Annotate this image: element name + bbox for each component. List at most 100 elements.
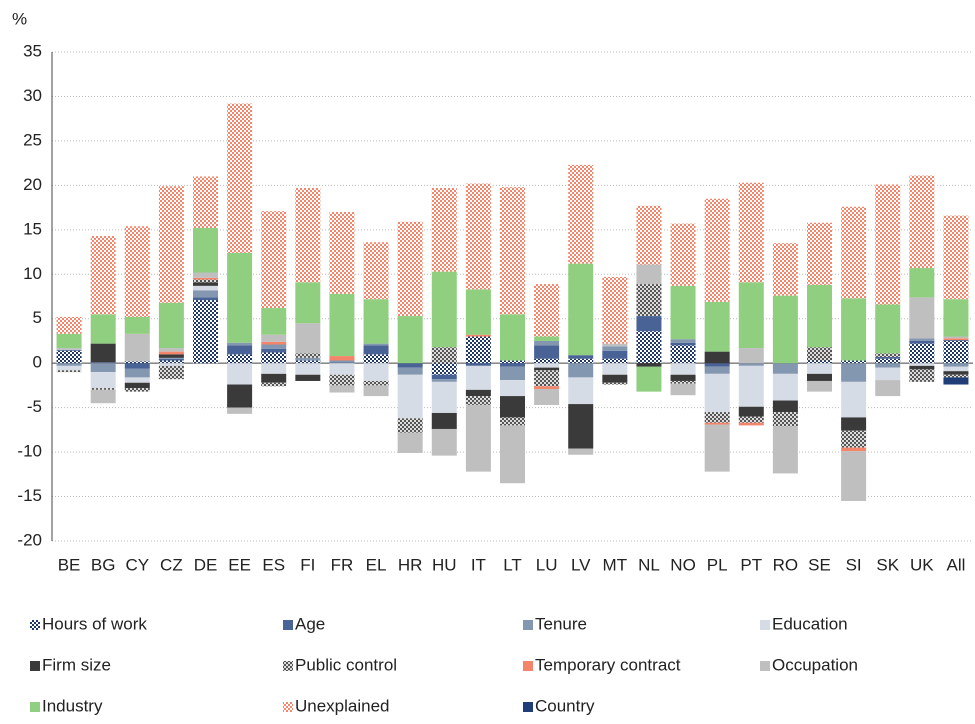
bar-segment bbox=[363, 380, 389, 386]
bar-segment bbox=[295, 353, 321, 358]
bar-segment bbox=[670, 342, 696, 346]
bar-segment bbox=[841, 430, 867, 448]
bar-segment bbox=[56, 349, 82, 351]
bar-segment bbox=[261, 382, 287, 387]
bar-segment bbox=[329, 293, 355, 357]
bar-segment bbox=[295, 357, 321, 361]
legend-label: Public control bbox=[295, 655, 397, 674]
bar-segment bbox=[704, 198, 730, 302]
bar-segment bbox=[943, 336, 969, 339]
x-tick-label: LT bbox=[503, 555, 522, 574]
y-tick-label: 0 bbox=[33, 353, 42, 372]
bar-segment bbox=[568, 358, 594, 364]
bar-segment bbox=[875, 363, 901, 368]
bar-segment bbox=[568, 363, 594, 378]
bar-segment bbox=[807, 363, 832, 374]
bar-segment bbox=[124, 316, 150, 334]
bar-segment bbox=[124, 368, 150, 378]
bar-segment bbox=[431, 381, 457, 413]
bar-segment bbox=[841, 417, 867, 431]
x-tick-label: BE bbox=[58, 555, 81, 574]
bar-segment bbox=[602, 363, 628, 375]
bar-segment bbox=[943, 366, 969, 372]
bar-segment bbox=[807, 360, 832, 364]
x-tick-label: SE bbox=[808, 555, 831, 574]
bar-segment bbox=[90, 363, 116, 373]
bar-segment bbox=[363, 345, 389, 355]
bar-segment bbox=[704, 373, 730, 413]
bar-segment bbox=[397, 367, 423, 375]
bar-segment bbox=[261, 373, 287, 383]
x-tick-label: CY bbox=[125, 555, 149, 574]
bar-segment bbox=[841, 363, 867, 382]
bar-segment bbox=[875, 380, 901, 397]
bar-segment bbox=[193, 176, 218, 229]
x-tick-label: CZ bbox=[160, 555, 183, 574]
bar-segment bbox=[295, 363, 321, 375]
bar-segment bbox=[841, 206, 867, 299]
bar-segment bbox=[602, 276, 628, 344]
y-tick-label: 35 bbox=[23, 41, 42, 60]
bar-segment bbox=[193, 297, 218, 301]
bar-segment bbox=[670, 223, 696, 286]
x-tick-label: PT bbox=[740, 555, 762, 574]
legend-swatch bbox=[283, 702, 293, 712]
x-tick-label: NL bbox=[638, 555, 660, 574]
x-tick-label: NO bbox=[670, 555, 696, 574]
bar-segment bbox=[465, 289, 491, 335]
bar-segment bbox=[738, 406, 764, 417]
x-tick-label: MT bbox=[603, 555, 628, 574]
bar-segment bbox=[841, 447, 867, 452]
bar-segment bbox=[397, 316, 423, 364]
x-tick-label: RO bbox=[773, 555, 799, 574]
bar-segment bbox=[158, 348, 184, 352]
bar-segment bbox=[704, 424, 730, 472]
bar-segment bbox=[909, 338, 935, 341]
bar-segment bbox=[670, 363, 696, 375]
bar-segment bbox=[329, 362, 355, 364]
bar-segment bbox=[602, 374, 628, 383]
x-tick-label: PL bbox=[707, 555, 728, 574]
bar-segment bbox=[56, 363, 82, 366]
y-tick-label: -20 bbox=[17, 530, 42, 549]
bar-segment bbox=[363, 299, 389, 344]
y-tick-label: 5 bbox=[33, 308, 42, 327]
bar-segment bbox=[704, 412, 730, 423]
y-tick-label: 15 bbox=[23, 219, 42, 238]
x-tick-label: EE bbox=[228, 555, 251, 574]
bar-segment bbox=[227, 252, 253, 343]
y-tick-label: 25 bbox=[23, 130, 42, 149]
bar-segment bbox=[261, 363, 287, 374]
x-tick-label: SI bbox=[846, 555, 862, 574]
bar-segment bbox=[704, 422, 730, 425]
bar-segment bbox=[90, 372, 116, 389]
bar-segment bbox=[670, 345, 696, 364]
bar-segment bbox=[329, 374, 355, 386]
bar-segment bbox=[124, 382, 150, 389]
bar-segment bbox=[227, 342, 253, 346]
bar-segment bbox=[807, 347, 832, 361]
bar-segment bbox=[500, 380, 525, 397]
bar-segment bbox=[841, 360, 867, 364]
legend-swatch bbox=[523, 702, 533, 712]
x-tick-label: DE bbox=[194, 555, 218, 574]
bar-segment bbox=[397, 418, 423, 433]
bar-segment bbox=[363, 242, 389, 300]
bar-segment bbox=[431, 188, 457, 272]
bar-segment bbox=[158, 186, 184, 303]
bar-segment bbox=[193, 272, 218, 278]
bar-segment bbox=[124, 333, 150, 362]
bar-segment bbox=[738, 182, 764, 283]
bar-segment bbox=[738, 282, 764, 349]
bar-segment bbox=[227, 407, 253, 414]
bar-segment bbox=[90, 362, 116, 364]
bar-segment bbox=[841, 451, 867, 501]
legend-label: Education bbox=[772, 614, 848, 633]
bar-segment bbox=[534, 386, 560, 389]
legend-swatch bbox=[283, 620, 293, 630]
bar-segment bbox=[568, 164, 594, 264]
bar-segment bbox=[738, 363, 764, 366]
bar-segment bbox=[875, 304, 901, 354]
bar-segment bbox=[465, 365, 491, 390]
